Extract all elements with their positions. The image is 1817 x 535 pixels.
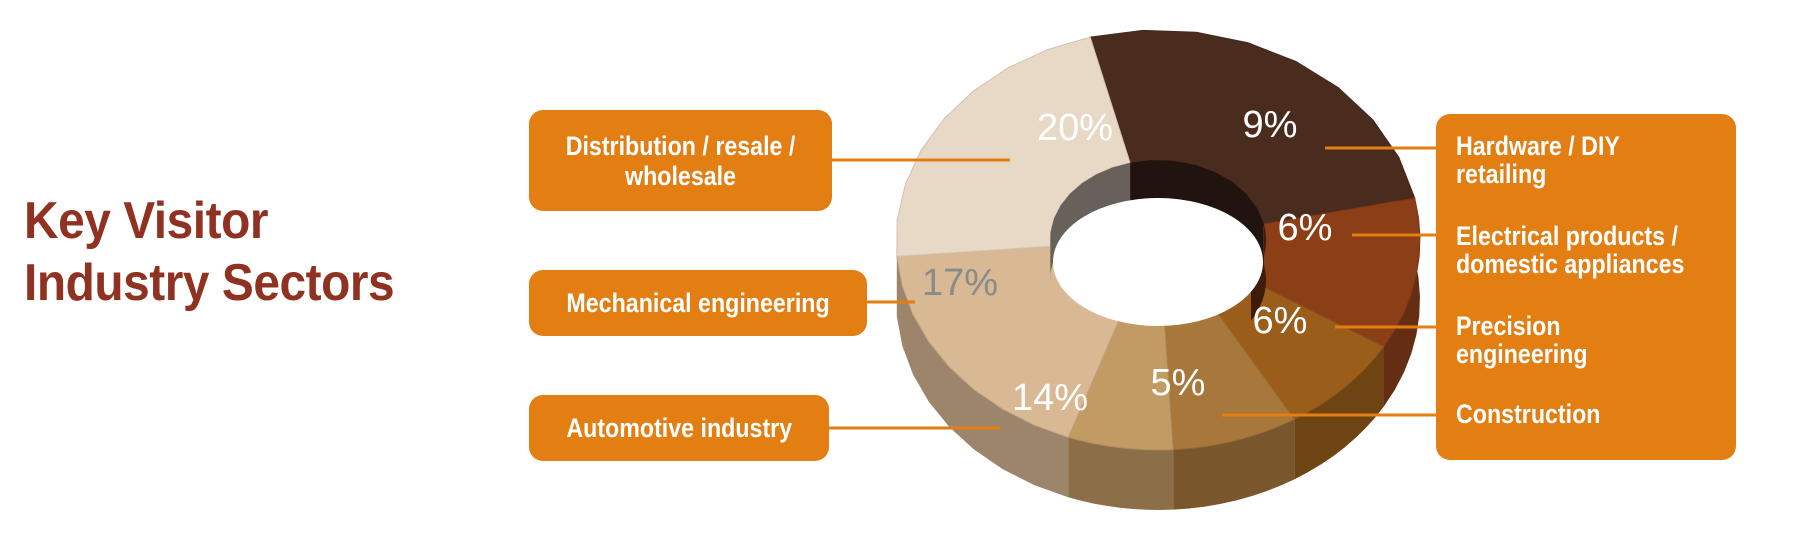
value-label-distribution: 20% bbox=[1037, 107, 1113, 149]
label-precision-line-2: engineering bbox=[1456, 339, 1588, 369]
slice-side-hardware bbox=[1383, 198, 1420, 407]
label-distribution-line-2: wholesale bbox=[625, 160, 736, 191]
label-electrical-line-1: Electrical products / bbox=[1456, 221, 1678, 251]
slice-side-electrical bbox=[1294, 346, 1384, 480]
title-line-2: Industry Sectors bbox=[24, 254, 395, 312]
slice-side-construction bbox=[1068, 437, 1174, 510]
value-label-hardware: 9% bbox=[1243, 104, 1298, 146]
label-hardware-line-1: Hardware / DIY bbox=[1456, 131, 1620, 161]
label-hardware-line-2: retailing bbox=[1456, 159, 1547, 189]
slice-side-precision bbox=[1173, 419, 1295, 510]
hole-wall-distribution bbox=[1130, 160, 1264, 265]
label-distribution-line-1: Distribution / resale / bbox=[565, 130, 796, 161]
value-label-precision: 6% bbox=[1253, 300, 1308, 342]
value-label-mechanical: 17% bbox=[922, 262, 998, 304]
value-label-automotive: 14% bbox=[1012, 377, 1088, 419]
label-automotive: Automotive industry bbox=[529, 395, 829, 461]
value-labels: 20% 9% 6% 6% 5% 14% 17% bbox=[922, 104, 1332, 419]
title-line-1: Key Visitor bbox=[24, 192, 269, 250]
hole-wall-mechanical bbox=[1050, 162, 1131, 287]
leader-lines bbox=[829, 146, 1436, 430]
value-label-construction: 5% bbox=[1151, 362, 1206, 404]
right-label-panel: Hardware / DIY retailing Electrical prod… bbox=[1436, 114, 1736, 460]
label-mechanical-text: Mechanical engineering bbox=[566, 288, 830, 318]
label-precision: Precision engineering bbox=[1456, 312, 1588, 368]
label-distribution: Distribution / resale / wholesale bbox=[529, 110, 832, 211]
slice-side-automotive bbox=[896, 256, 1069, 498]
label-hardware: Hardware / DIY retailing bbox=[1456, 132, 1620, 188]
page-title: Key Visitor Industry Sectors bbox=[24, 190, 395, 314]
label-mechanical: Mechanical engineering bbox=[529, 270, 867, 336]
donut-hole bbox=[1053, 198, 1263, 326]
label-automotive-text: Automotive industry bbox=[566, 413, 792, 443]
value-label-electrical: 6% bbox=[1278, 207, 1333, 249]
label-construction: Construction bbox=[1456, 400, 1600, 428]
label-construction-text: Construction bbox=[1456, 399, 1601, 429]
label-electrical-line-2: domestic appliances bbox=[1456, 249, 1685, 279]
donut-sides bbox=[896, 198, 1420, 510]
label-electrical: Electrical products / domestic appliance… bbox=[1456, 222, 1684, 278]
label-precision-line-1: Precision bbox=[1456, 311, 1561, 341]
donut-slices bbox=[896, 29, 1421, 451]
